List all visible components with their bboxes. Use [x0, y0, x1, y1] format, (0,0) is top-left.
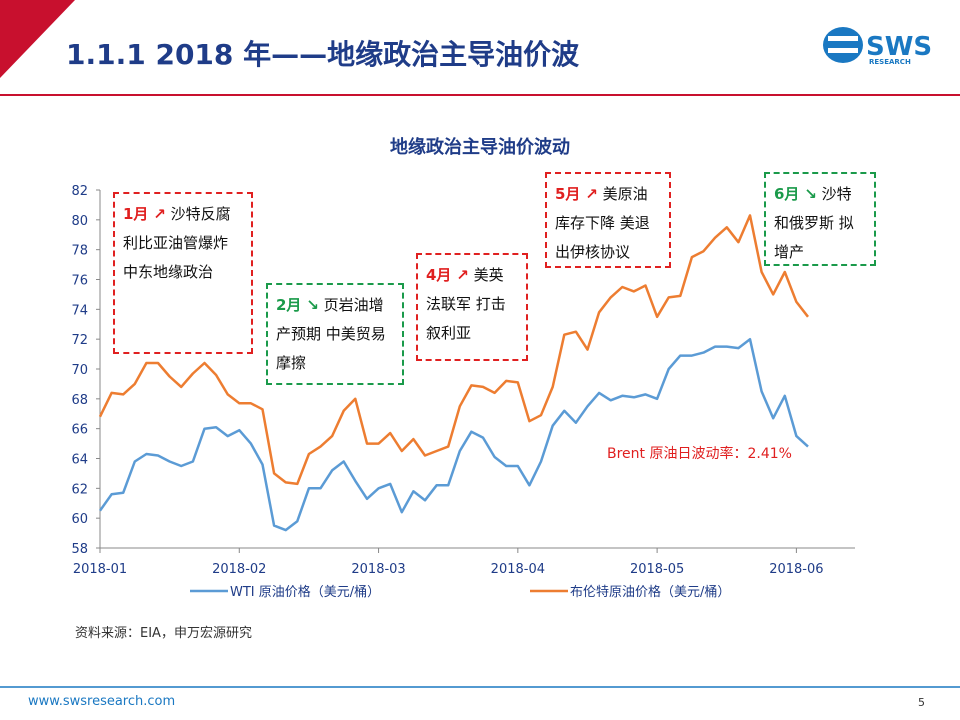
- y-tick-label: 76: [71, 274, 88, 289]
- x-tick-label: 2018-04: [491, 562, 545, 577]
- y-tick-label: 78: [71, 244, 88, 259]
- annotation-note: Brent 原油日波动率：2.41%: [607, 445, 792, 462]
- legend-label: WTI 原油价格（美元/桶）: [230, 584, 380, 600]
- annotation-box: 2月 ↘ 页岩油增产预期 中美贸易摩擦: [266, 283, 404, 385]
- y-tick-label: 58: [71, 542, 88, 557]
- annotation-arrow: ↗: [456, 266, 469, 284]
- y-tick-label: 74: [71, 303, 88, 318]
- slide-title: 1.1.1 2018 年——地缘政治主导油价波: [66, 38, 580, 71]
- page-number: 5: [918, 696, 925, 709]
- corner-decoration: [0, 0, 75, 78]
- y-tick-label: 68: [71, 393, 88, 408]
- annotation-month: 2月: [276, 296, 302, 314]
- annotation-box: 6月 ↘ 沙特和俄罗斯 拟增产: [764, 172, 876, 266]
- annotation-arrow: ↘: [306, 296, 319, 314]
- logo-stripe: [828, 48, 858, 53]
- series-line: [98, 337, 809, 532]
- annotation-text: 沙特反腐 利比亚油管爆炸 中东地缘政治: [123, 205, 231, 281]
- logo-text: SWS: [866, 32, 932, 62]
- x-tick-label: 2018-06: [769, 562, 823, 577]
- annotation-month: 1月: [123, 205, 149, 223]
- legend-label: 布伦特原油价格（美元/桶）: [570, 584, 730, 600]
- x-tick-label: 2018-02: [212, 562, 266, 577]
- logo-subtext: RESEARCH: [869, 58, 911, 66]
- y-tick-label: 82: [71, 184, 88, 199]
- annotation-month: 5月: [555, 185, 581, 203]
- y-tick-label: 66: [71, 423, 88, 438]
- x-tick-label: 2018-01: [73, 562, 127, 577]
- annotation-arrow: ↗: [153, 205, 166, 223]
- annotation-text: 美英法联军 打击叙利亚: [426, 266, 506, 342]
- series-line: [98, 214, 809, 486]
- logo-icon: [823, 27, 863, 63]
- annotation-box: 1月 ↗ 沙特反腐 利比亚油管爆炸 中东地缘政治: [113, 192, 253, 354]
- y-tick-label: 80: [71, 214, 88, 229]
- y-tick-label: 60: [71, 512, 88, 527]
- annotation-box: 4月 ↗ 美英法联军 打击叙利亚: [416, 253, 528, 361]
- annotation-month: 6月: [774, 185, 800, 203]
- y-tick-label: 62: [71, 482, 88, 497]
- x-tick-label: 2018-05: [630, 562, 684, 577]
- annotation-text: 美原油库存下降 美退出伊核协议: [555, 185, 650, 261]
- annotation-arrow: ↗: [585, 185, 598, 203]
- y-tick-label: 70: [71, 363, 88, 378]
- x-tick-label: 2018-03: [351, 562, 405, 577]
- annotation-arrow: ↘: [804, 185, 817, 203]
- annotation-month: 4月: [426, 266, 452, 284]
- chart-title: 地缘政治主导油价波动: [390, 136, 570, 158]
- logo: SWS RESEARCH: [823, 27, 932, 66]
- annotation-box: 5月 ↗ 美原油库存下降 美退出伊核协议: [545, 172, 671, 268]
- logo-stripe: [828, 36, 858, 41]
- footer-url: www.swsresearch.com: [28, 694, 175, 709]
- source: 资料来源：EIA，申万宏源研究: [75, 626, 252, 641]
- y-tick-label: 64: [71, 453, 88, 468]
- annotation-text: 沙特和俄罗斯 拟增产: [774, 185, 854, 261]
- annotation-text: 页岩油增产预期 中美贸易摩擦: [276, 296, 386, 372]
- y-tick-label: 72: [71, 333, 88, 348]
